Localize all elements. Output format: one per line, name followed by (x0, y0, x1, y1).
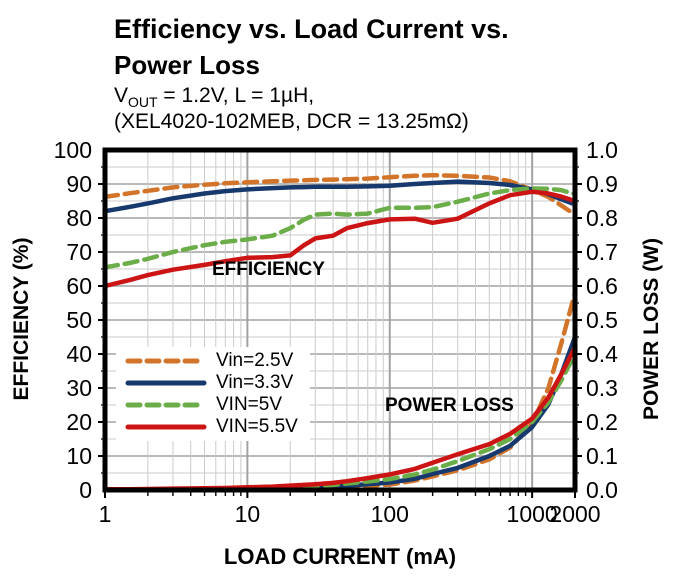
x-tick-2000: 2000 (549, 501, 601, 527)
y-left-tick-0: 0 (79, 477, 92, 503)
legend: Vin=2.5V Vin=3.3V VIN=5V VIN=5.5V (116, 347, 310, 441)
y-left-tick-100: 100 (53, 137, 92, 163)
power-loss-annotation: POWER LOSS (385, 395, 514, 416)
chart-conditions-line2: (XEL4020-102MEB, DCR = 13.25mΩ) (114, 110, 469, 133)
x-tick-1000: 1000 (506, 501, 558, 527)
legend-label: VIN=5.5V (216, 416, 298, 437)
y-left-tick-30: 30 (66, 375, 92, 401)
y-left-tick-90: 90 (66, 171, 92, 197)
legend-item-vin-5.5v: VIN=5.5V (124, 416, 298, 438)
y-left-tick-40: 40 (66, 341, 92, 367)
x-tick-10: 10 (234, 501, 261, 527)
legend-label: Vin=3.3V (216, 372, 294, 393)
y-right-tick-0.9: 0.9 (586, 171, 618, 197)
legend-swatch-line (125, 402, 207, 408)
legend-swatch-line (125, 358, 207, 364)
efficiency-annotation: EFFICIENCY (212, 259, 325, 280)
legend-swatch-line (125, 380, 207, 386)
y-left-tick-60: 60 (66, 273, 92, 299)
x-axis-title: LOAD CURRENT (mA) (223, 544, 457, 569)
legend-item-vin-5v: VIN=5V (124, 394, 298, 416)
y-left-tick-50: 50 (66, 307, 92, 333)
y-right-tick-0.8: 0.8 (586, 205, 618, 231)
legend-swatch-line (125, 424, 207, 430)
legend-item-vin-3.3v: Vin=3.3V (124, 372, 298, 394)
y-left-tick-20: 20 (66, 409, 92, 435)
chart-title-line1: Efficiency vs. Load Current vs. (114, 14, 509, 44)
y-right-tick-0.3: 0.3 (586, 375, 618, 401)
y-right-tick-0.5: 0.5 (586, 307, 618, 333)
chart-conditions-line1: VOUT = 1.2V, L = 1µH, (114, 84, 314, 110)
y-right-tick-1.0: 1.0 (586, 137, 618, 163)
vout-symbol: V (114, 84, 129, 107)
x-tick-100: 100 (370, 501, 409, 527)
y-left-tick-80: 80 (66, 205, 92, 231)
y-left-tick-10: 10 (66, 443, 92, 469)
legend-item-vin-2.5v: Vin=2.5V (124, 350, 298, 372)
legend-label: Vin=2.5V (216, 350, 294, 371)
y-right-tick-0.6: 0.6 (586, 273, 618, 299)
y-right-tick-0.7: 0.7 (586, 239, 618, 265)
y-left-tick-70: 70 (66, 239, 92, 265)
y-right-tick-0.1: 0.1 (586, 443, 618, 469)
vout-subscript: OUT (128, 94, 158, 111)
y-right-tick-0.4: 0.4 (586, 341, 618, 367)
legend-label: VIN=5V (216, 394, 283, 415)
y-right-tick-0.2: 0.2 (586, 409, 618, 435)
x-tick-1: 1 (98, 501, 112, 527)
conditions-rest: = 1.2V, L = 1µH, (157, 84, 315, 107)
chart-title-line2: Power Loss (114, 50, 260, 80)
y-right-tick-0.0: 0.0 (586, 477, 618, 503)
